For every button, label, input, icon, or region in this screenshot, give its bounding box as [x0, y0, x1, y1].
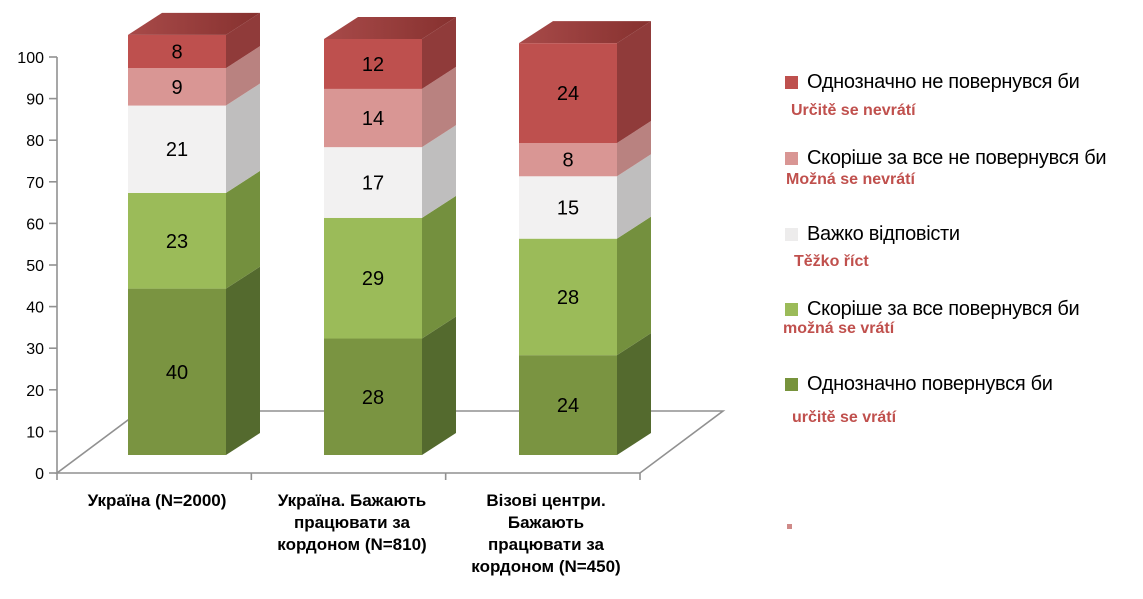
bar-segment-side	[617, 121, 651, 177]
y-axis-tick-label: 60	[26, 216, 44, 233]
x-axis-category-label: Візові центри. Бажають працювати за корд…	[471, 491, 621, 576]
y-axis-tick-label: 0	[35, 466, 44, 483]
y-axis-tick-label: 10	[26, 424, 44, 441]
bar-segment-side	[226, 12, 260, 69]
legend-item-subtitle-czech: možná se vrátí	[783, 320, 895, 337]
bar-segment-side	[422, 66, 456, 148]
bar-top-face	[324, 17, 456, 39]
legend-item-label: Однозначно не повернувся би	[807, 71, 1080, 93]
bar-segment	[519, 43, 617, 143]
bar-segment	[324, 39, 422, 89]
y-axis-tick-label: 90	[26, 92, 44, 109]
bar-segment-side	[226, 46, 260, 106]
bar-value-label: 14	[362, 108, 384, 130]
bar-value-label: 8	[171, 41, 182, 63]
chart-legend: Однозначно не повернувся би Určitě se ne…	[783, 0, 1143, 599]
bar-segment-side	[422, 195, 456, 339]
bar-value-label: 28	[557, 287, 579, 309]
bar-value-label: 28	[362, 387, 384, 409]
bar-top-face	[128, 12, 260, 35]
bar-segment	[519, 176, 617, 239]
legend-item-label: Скоріше за все не повернувся би	[807, 147, 1107, 169]
bar-value-label: 23	[166, 231, 188, 253]
bar-segment	[324, 147, 422, 218]
bar-segment-side	[617, 216, 651, 356]
bar-segment-side	[617, 333, 651, 455]
bar-segment	[519, 355, 617, 455]
bar-segment-side	[422, 125, 456, 218]
legend-item-label: Однозначно повернувся би	[807, 373, 1053, 395]
legend-item-definitely-return: Однозначно повернувся би určitě se vrátí	[785, 372, 1053, 427]
bar-value-label: 24	[557, 83, 579, 105]
y-axis-tick-label: 80	[26, 133, 44, 150]
bar-segment-side	[617, 21, 651, 143]
bar-value-label: 40	[166, 362, 188, 384]
legend-item-probably-return: Скоріше за все повернувся би možná se vr…	[783, 297, 1080, 338]
bar-top-face	[519, 21, 651, 44]
legend-item-probably-not-return: Скоріше за все не повернувся би Možná se…	[785, 146, 1107, 189]
bar-segment	[519, 238, 617, 356]
legend-swatch-icon	[785, 76, 798, 89]
x-axis-category-label: Україна. Бажають працювати за кордоном (…	[277, 491, 427, 554]
y-axis-tick-label: 20	[26, 383, 44, 400]
x-axis-category-label: Україна (N=2000)	[87, 491, 227, 510]
bar-value-label: 15	[557, 197, 579, 219]
bar-segment-side	[617, 154, 651, 239]
y-axis-tick-label: 70	[26, 175, 44, 192]
stray-mark	[787, 524, 792, 529]
legend-item-label: Скоріше за все повернувся би	[807, 298, 1080, 320]
legend-item-hard-to-say: Важко відповісти Těžko říct	[785, 222, 960, 271]
bar-value-label: 9	[171, 77, 182, 99]
bar-segment	[324, 338, 422, 455]
legend-item-subtitle-czech: Určitě se nevrátí	[791, 102, 916, 119]
y-axis-tick-label: 40	[26, 300, 44, 317]
stacked-bar-chart-canvas: 0 10 20 30 40 50 60 70 80 90 100 40 23 21 9 8 28 29 17 14 12…	[17, 12, 726, 483]
bar-segment	[128, 288, 226, 455]
legend-swatch-icon	[785, 378, 798, 391]
bar-segment	[128, 34, 226, 69]
legend-item-definitely-not-return: Однозначно не повернувся би Určitě se ne…	[785, 70, 1080, 120]
bar-segment-side	[422, 316, 456, 455]
bar-segment-side	[226, 170, 260, 289]
legend-swatch-icon	[785, 303, 798, 316]
bar-value-label: 29	[362, 268, 384, 290]
bar-segment	[324, 217, 422, 339]
bar-segment-side	[422, 17, 456, 89]
y-axis-tick-label: 100	[17, 50, 44, 67]
bar-value-label: 12	[362, 54, 384, 76]
y-axis-tick-label: 30	[26, 341, 44, 358]
bar-segment	[324, 88, 422, 148]
bar-segment	[128, 192, 226, 289]
bar-value-label: 8	[562, 150, 573, 172]
legend-swatch-icon	[785, 228, 798, 241]
bar-segment	[128, 68, 226, 106]
legend-item-subtitle-czech: určitě se vrátí	[792, 409, 897, 426]
legend-item-subtitle-czech: Těžko říct	[794, 253, 869, 270]
legend-swatch-icon	[785, 152, 798, 165]
bar-segment-side	[226, 83, 260, 193]
bar-value-label: 24	[557, 395, 579, 417]
bar-value-label: 17	[362, 173, 384, 195]
legend-item-subtitle-czech: Možná se nevrátí	[786, 171, 915, 188]
y-axis-tick-label: 50	[26, 258, 44, 275]
bar-segment	[128, 105, 226, 193]
bar-segment-side	[226, 266, 260, 455]
bar-value-label: 21	[166, 139, 188, 161]
bar-segment	[519, 143, 617, 177]
legend-item-label: Важко відповісти	[807, 223, 960, 245]
